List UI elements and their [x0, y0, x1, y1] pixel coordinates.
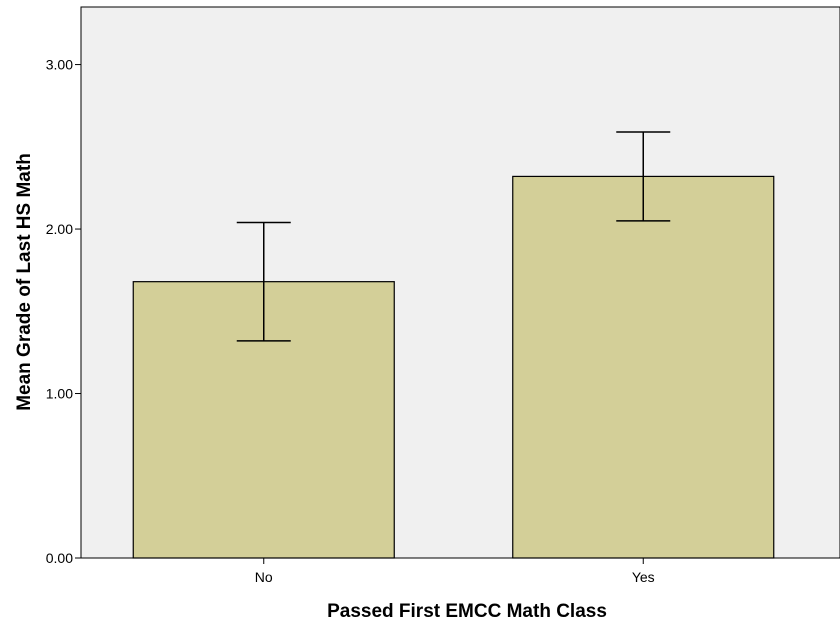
y-tick-label: 0.00 — [46, 550, 73, 566]
bar-yes — [512, 175, 775, 559]
y-tick-label: 3.00 — [46, 57, 73, 73]
x-tick-label: Yes — [632, 569, 655, 585]
error-bars-group — [236, 131, 671, 342]
x-axis-label: Passed First EMCC Math Class — [327, 601, 607, 620]
y-tick-label: 2.00 — [46, 221, 73, 237]
y-axis: 0.00 1.00 2.00 3.00 — [46, 57, 81, 566]
y-tick-label: 1.00 — [46, 386, 73, 402]
x-axis: No Yes — [255, 558, 655, 585]
y-axis-label: Mean Grade of Last HS Math — [14, 153, 35, 411]
x-tick-label: No — [255, 569, 273, 585]
